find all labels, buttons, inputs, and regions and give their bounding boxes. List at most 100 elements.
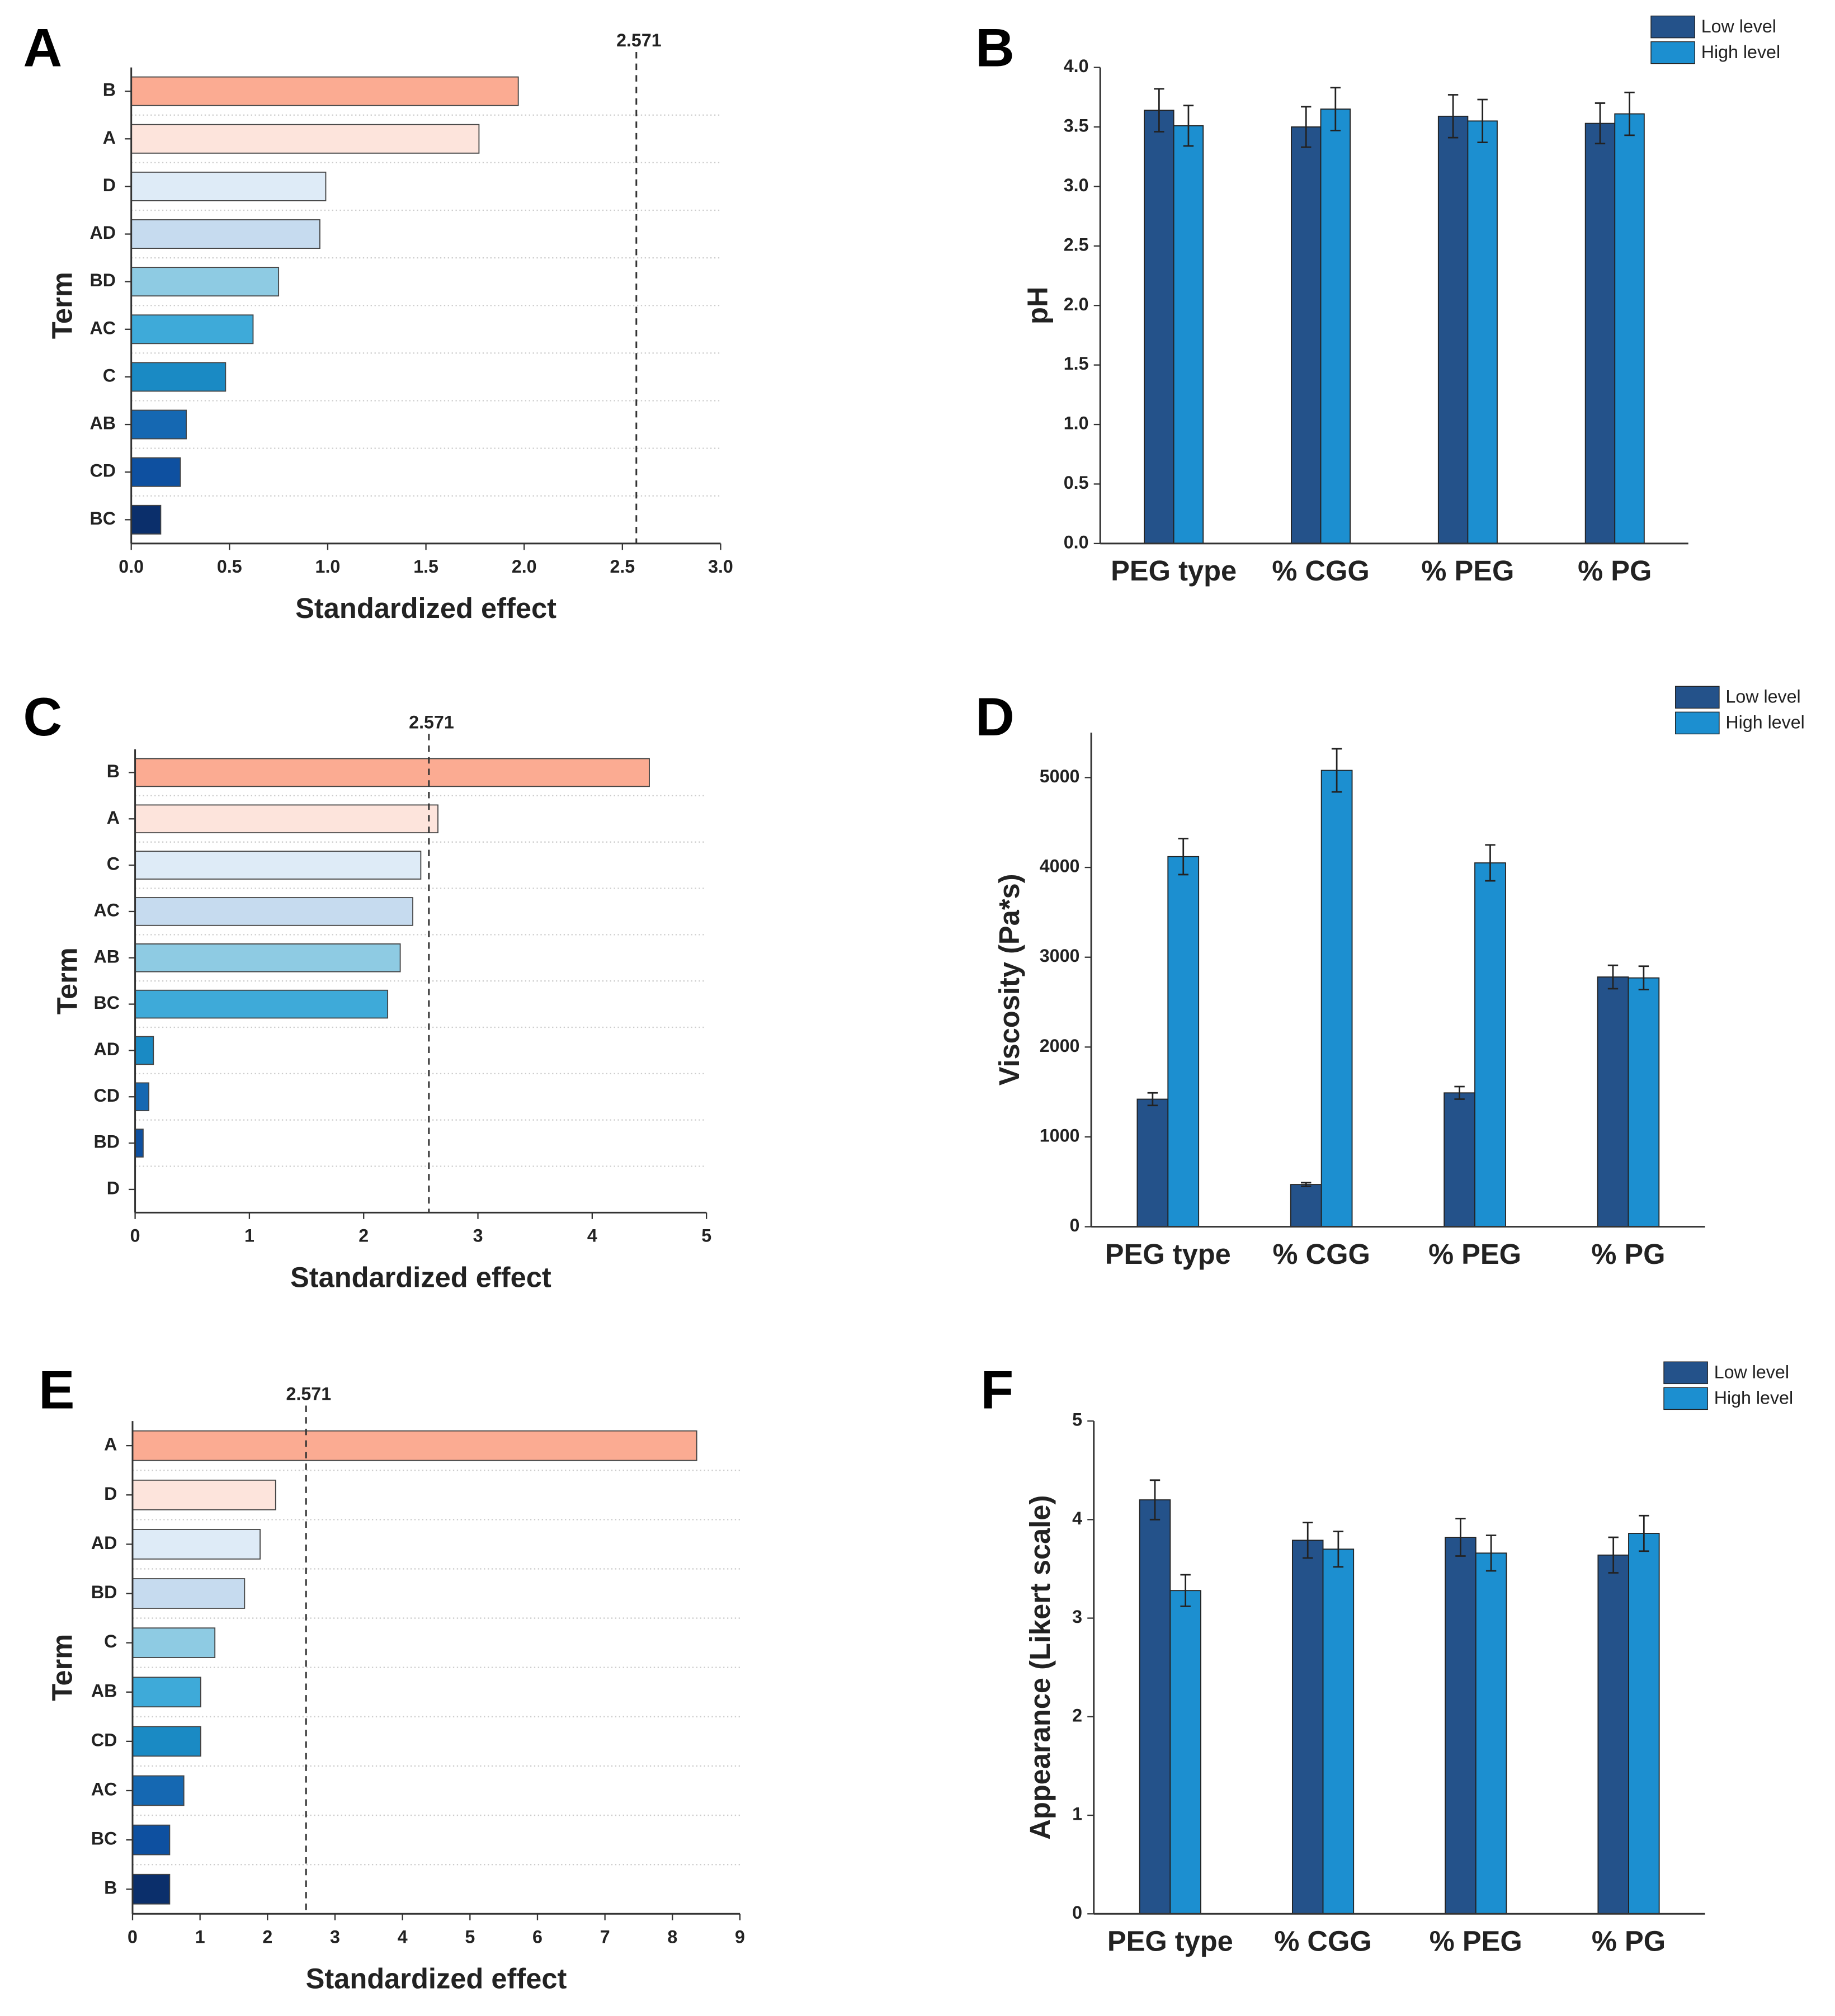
bar (1320, 108, 1351, 544)
bar (1136, 1098, 1169, 1227)
panel-letter: B (975, 18, 1015, 78)
x-tick-label: % PG (1591, 1238, 1665, 1270)
bar (1475, 1552, 1507, 1915)
bar (134, 804, 438, 834)
error-bar (1608, 1536, 1619, 1574)
bar (1614, 113, 1645, 544)
bar (132, 1726, 201, 1757)
bar (1167, 856, 1200, 1227)
error-bar (1147, 1092, 1158, 1107)
y-tick-label: C (107, 854, 120, 874)
y-tick-label: 1.5 (1064, 353, 1089, 374)
panel-letter: E (39, 1360, 74, 1420)
bar (134, 1036, 154, 1065)
legend-swatch (1650, 15, 1695, 39)
error-bar (1301, 106, 1312, 148)
error-bar (1180, 1574, 1191, 1607)
y-tick-label: D (107, 1178, 120, 1198)
error-bar (1154, 88, 1164, 133)
x-tick-label: % CGG (1272, 555, 1369, 587)
bar (1444, 1092, 1475, 1227)
y-tick-label: B (104, 1878, 117, 1898)
error-bar (1149, 1479, 1161, 1521)
x-tick-label: PEG type (1105, 1238, 1231, 1270)
y-tick-label: 2 (1072, 1705, 1082, 1725)
bar (1291, 1540, 1324, 1915)
y-tick-label: AD (93, 1039, 120, 1059)
y-axis-title: Term (51, 947, 83, 1014)
x-tick-label: 4 (587, 1226, 597, 1246)
y-tick-label: 5 (1072, 1410, 1082, 1430)
panel-letter: C (23, 687, 62, 747)
legend-swatch (1650, 41, 1695, 64)
y-tick-label: B (103, 80, 116, 100)
y-tick-label: AB (90, 413, 116, 433)
bar (134, 851, 422, 880)
error-bar (1301, 1182, 1312, 1187)
y-axis-title: Term (46, 272, 78, 339)
x-tick-label: 0.5 (217, 556, 242, 577)
x-tick-label: 3 (473, 1226, 483, 1246)
bar (1445, 1537, 1477, 1915)
y-tick-label: C (104, 1631, 117, 1651)
bar (1291, 126, 1322, 544)
bar (130, 124, 480, 154)
legend-swatch (1663, 1361, 1708, 1385)
y-tick-label: BC (90, 508, 116, 528)
bar (1437, 115, 1469, 544)
x-tick-label: 5 (465, 1927, 475, 1947)
error-bar (1455, 1518, 1466, 1557)
error-bar (1447, 94, 1459, 139)
y-tick-label: 4.0 (1064, 56, 1089, 76)
y-tick-label: BC (93, 993, 120, 1013)
x-tick-label: 1 (244, 1226, 254, 1246)
y-tick-label: 1.0 (1064, 413, 1089, 433)
x-tick-label: 2 (358, 1226, 369, 1246)
x-tick-label: 3.0 (708, 556, 733, 577)
bar (132, 1775, 185, 1806)
error-bar (1485, 1535, 1497, 1572)
x-tick-label: 2.0 (512, 556, 537, 577)
bar (1169, 1590, 1201, 1915)
y-tick-label: CD (93, 1085, 120, 1106)
bar (132, 1578, 246, 1609)
bar (130, 409, 187, 440)
y-axis-title: Appearance (Likert scale) (1024, 1495, 1056, 1840)
x-axis-title: Standardized effect (290, 1261, 551, 1293)
error-bar (1595, 102, 1606, 145)
bar (1597, 976, 1629, 1227)
bar (1584, 122, 1616, 544)
legend-label: Low level (1701, 16, 1776, 36)
x-tick-label: % PG (1578, 555, 1652, 587)
x-tick-label: 1 (195, 1927, 205, 1947)
error-bar (1607, 964, 1619, 990)
error-bar (1477, 98, 1488, 144)
x-tick-label: 4 (398, 1927, 408, 1947)
bar (1173, 125, 1204, 544)
bar (132, 1529, 261, 1560)
y-tick-label: 2.5 (1064, 234, 1089, 254)
y-tick-label: AC (93, 900, 120, 920)
x-tick-label: % PEG (1421, 555, 1514, 587)
bar (1467, 120, 1498, 544)
panel-letter: D (975, 687, 1015, 747)
y-tick-label: B (107, 761, 120, 781)
y-tick-label: 0 (1072, 1902, 1082, 1923)
x-tick-label: % CGG (1274, 1925, 1371, 1957)
bar (130, 504, 162, 535)
bar (1597, 1554, 1629, 1915)
x-tick-label: 6 (532, 1927, 543, 1947)
y-tick-label: AC (91, 1779, 117, 1800)
bar (130, 362, 227, 392)
y-tick-label: 0.0 (1064, 532, 1089, 552)
x-tick-label: 9 (735, 1927, 745, 1947)
legend-label: Low level (1725, 687, 1800, 707)
bar (132, 1479, 276, 1510)
bar (130, 314, 254, 344)
y-tick-label: 3.5 (1064, 116, 1089, 136)
y-tick-label: 0 (1069, 1215, 1079, 1235)
bar (132, 1873, 171, 1905)
legend-label: High level (1714, 1387, 1793, 1408)
y-axis-title: Term (46, 1634, 78, 1701)
